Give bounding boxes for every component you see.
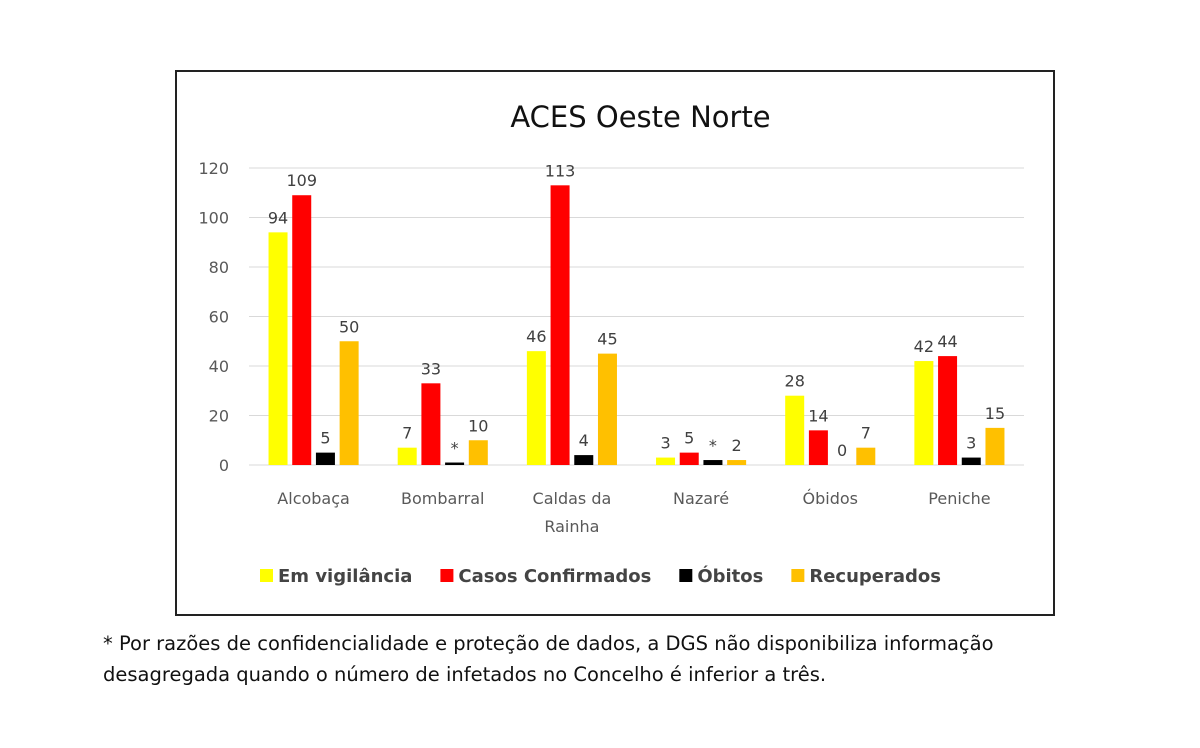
data-label: 33 bbox=[421, 359, 441, 378]
bar-recuperados-nazare bbox=[727, 460, 747, 465]
legend-swatch-em-vigilancia bbox=[260, 569, 273, 582]
bar-obitos-bombarral bbox=[445, 462, 465, 465]
data-label: * bbox=[709, 436, 717, 455]
legend-swatch-obitos bbox=[679, 569, 693, 582]
data-label: 5 bbox=[320, 429, 330, 448]
x-tick-label-alcobaca: Alcobaça bbox=[277, 489, 350, 508]
bar-recuperados-bombarral bbox=[468, 440, 488, 465]
data-label: 50 bbox=[339, 317, 359, 336]
y-tick-label: 0 bbox=[219, 456, 229, 475]
x-tick-label-caldas-da-rainha: Caldas da Rainha bbox=[533, 489, 612, 536]
x-tick-label-obidos: Óbidos bbox=[803, 489, 858, 508]
bar-casos-confirmados-obidos bbox=[808, 430, 828, 465]
data-label: 3 bbox=[660, 434, 670, 453]
legend-label-casos-confirmados: Casos Confirmados bbox=[458, 566, 651, 587]
y-tick-label: 60 bbox=[209, 308, 229, 327]
bar-recuperados-alcobaca bbox=[339, 341, 359, 465]
footnote-line-2: desagregada quando o número de infetados… bbox=[103, 663, 827, 686]
data-label: 15 bbox=[985, 404, 1005, 423]
x-tick-label-nazare: Nazaré bbox=[673, 489, 729, 508]
data-label: 0 bbox=[837, 441, 847, 460]
bar-obitos-nazare bbox=[703, 460, 723, 465]
bar-recuperados-caldas-da-rainha bbox=[597, 353, 617, 465]
bar-recuperados-peniche bbox=[985, 427, 1005, 465]
data-label: 28 bbox=[785, 372, 805, 391]
data-label: 109 bbox=[286, 171, 317, 190]
data-label: 45 bbox=[597, 330, 617, 349]
bar-em-vigilancia-obidos bbox=[785, 395, 805, 465]
legend-label-recuperados: Recuperados bbox=[809, 566, 941, 587]
bar-em-vigilancia-caldas-da-rainha bbox=[526, 351, 546, 465]
bar-recuperados-obidos bbox=[856, 447, 876, 465]
data-label: 4 bbox=[579, 431, 589, 450]
data-label: * bbox=[451, 439, 459, 458]
chart-title: ACES Oeste Norte bbox=[510, 100, 770, 134]
y-tick-label: 100 bbox=[198, 209, 229, 228]
data-label: 7 bbox=[402, 424, 412, 443]
data-label: 10 bbox=[468, 416, 488, 435]
bar-em-vigilancia-bombarral bbox=[397, 447, 417, 465]
bar-obitos-alcobaca bbox=[315, 452, 335, 465]
data-label: 46 bbox=[526, 327, 546, 346]
data-label: 42 bbox=[914, 337, 934, 356]
bar-em-vigilancia-nazare bbox=[656, 457, 676, 465]
y-tick-label: 80 bbox=[209, 258, 229, 277]
y-tick-label: 120 bbox=[198, 159, 229, 178]
footnote: * Por razões de confidencialidade e prot… bbox=[103, 628, 1103, 690]
data-label: 113 bbox=[545, 161, 576, 180]
bar-chart: ACES Oeste Norte02040608010012094109550A… bbox=[198, 100, 1024, 587]
legend-label-obitos: Óbitos bbox=[697, 565, 763, 587]
data-label: 14 bbox=[808, 406, 828, 425]
data-label: 44 bbox=[937, 332, 957, 351]
data-label: 3 bbox=[966, 434, 976, 453]
x-tick-label-peniche: Peniche bbox=[928, 489, 990, 508]
bar-casos-confirmados-peniche bbox=[938, 356, 958, 465]
chart-frame: ACES Oeste Norte 0 20 40 60 80 100 120 94 109 5 50 A… bbox=[175, 70, 1055, 616]
data-label: 94 bbox=[268, 208, 288, 227]
data-label: 2 bbox=[732, 436, 742, 455]
legend-swatch-casos-confirmados bbox=[440, 569, 454, 582]
bar-em-vigilancia-peniche bbox=[914, 361, 934, 465]
bar-obitos-caldas-da-rainha bbox=[574, 455, 594, 465]
bar-casos-confirmados-caldas-da-rainha bbox=[550, 185, 570, 465]
bar-em-vigilancia-alcobaca bbox=[268, 232, 288, 465]
legend-label-em-vigilancia: Em vigilância bbox=[278, 566, 412, 587]
bar-casos-confirmados-nazare bbox=[679, 452, 699, 465]
bar-casos-confirmados-alcobaca bbox=[292, 195, 312, 465]
y-tick-label: 20 bbox=[209, 407, 229, 426]
data-label: 5 bbox=[684, 429, 694, 448]
legend-swatch-recuperados bbox=[791, 569, 805, 582]
data-label: 7 bbox=[861, 424, 871, 443]
bar-casos-confirmados-bombarral bbox=[421, 383, 441, 465]
y-tick-label: 40 bbox=[209, 357, 229, 376]
bar-obitos-peniche bbox=[961, 457, 981, 465]
x-tick-label-bombarral: Bombarral bbox=[401, 489, 484, 508]
footnote-line-1: * Por razões de confidencialidade e prot… bbox=[103, 632, 994, 655]
